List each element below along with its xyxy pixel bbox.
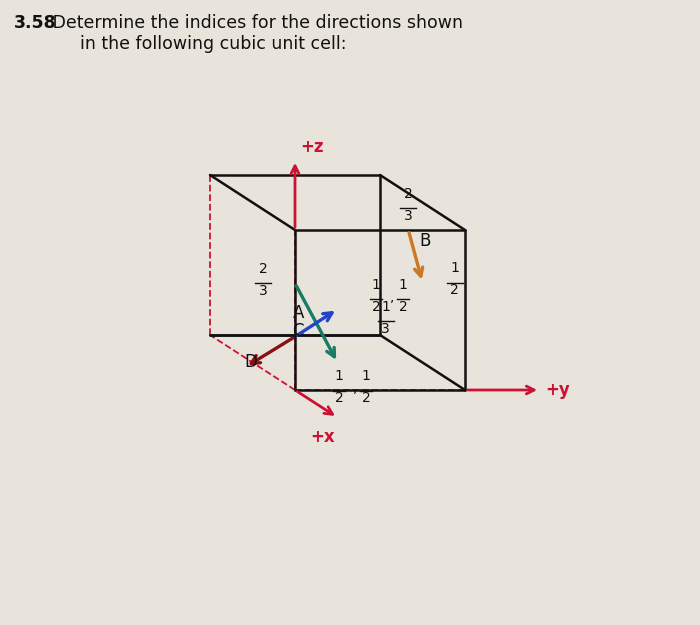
Text: D: D xyxy=(244,352,257,371)
Text: Determine the indices for the directions shown
      in the following cubic unit: Determine the indices for the directions… xyxy=(47,14,463,53)
Text: B: B xyxy=(420,232,431,250)
Text: ,: , xyxy=(391,290,395,304)
Text: 2: 2 xyxy=(335,391,344,406)
Text: 1: 1 xyxy=(381,300,390,314)
Text: 2: 2 xyxy=(450,284,459,298)
Text: 2: 2 xyxy=(362,391,370,406)
Text: 3.58: 3.58 xyxy=(14,14,57,32)
Text: 1: 1 xyxy=(335,369,344,384)
Text: 2: 2 xyxy=(404,187,413,201)
Text: 1: 1 xyxy=(450,261,459,276)
Text: 1: 1 xyxy=(372,278,380,292)
Text: +x: +x xyxy=(310,428,335,446)
Text: 3: 3 xyxy=(258,284,267,298)
Text: 2: 2 xyxy=(372,300,380,314)
Text: +y: +y xyxy=(545,381,570,399)
Text: ,: , xyxy=(354,381,358,396)
Text: A: A xyxy=(293,304,304,322)
Text: 3: 3 xyxy=(381,322,390,336)
Text: 3: 3 xyxy=(404,209,413,223)
Text: 1: 1 xyxy=(362,369,370,384)
Text: +z: +z xyxy=(300,138,323,156)
Text: C: C xyxy=(293,322,304,340)
Text: 2: 2 xyxy=(258,262,267,276)
Text: 1: 1 xyxy=(398,278,407,292)
Text: 2: 2 xyxy=(398,300,407,314)
